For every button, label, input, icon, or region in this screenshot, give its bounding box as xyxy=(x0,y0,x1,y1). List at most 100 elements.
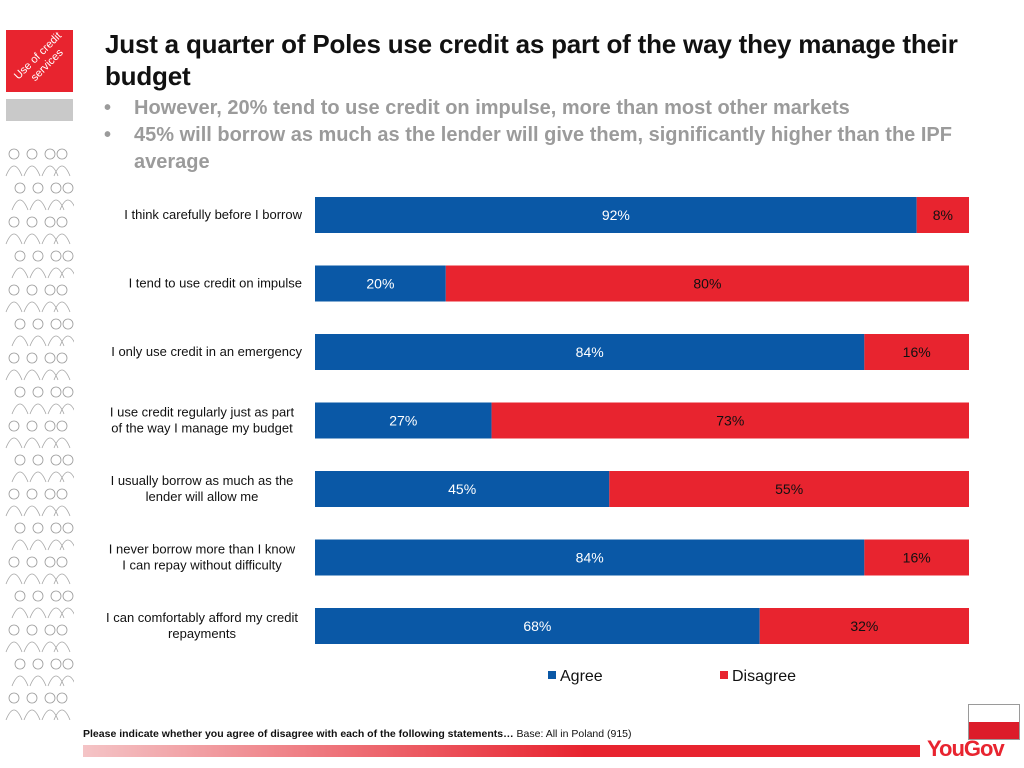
data-label-disagree: 73% xyxy=(716,413,744,429)
crowd-figure-body xyxy=(23,709,41,720)
crowd-figure-body xyxy=(47,607,65,619)
bar-segment-disagree xyxy=(916,197,969,233)
crowd-figure-body xyxy=(29,539,47,551)
crowd-figure-body xyxy=(59,267,74,279)
crowd-figure-body xyxy=(5,505,23,517)
bar-segment-agree xyxy=(315,197,917,233)
crowd-figure-body xyxy=(53,165,71,177)
crowd-figure-body xyxy=(23,233,41,245)
legend-swatch-disagree xyxy=(720,671,728,679)
crowd-figure-body xyxy=(41,165,59,177)
category-label-line: I never borrow more than I know xyxy=(109,542,296,557)
crowd-figure-body xyxy=(47,471,65,483)
data-label-agree: 27% xyxy=(389,413,417,429)
subtitle-bullets: • However, 20% tend to use credit on impu… xyxy=(104,95,1009,176)
legend-label-disagree: Disagree xyxy=(732,668,797,685)
crowd-figure-head xyxy=(56,352,68,364)
section-tab-divider xyxy=(6,99,73,121)
crowd-figure-head xyxy=(14,250,26,262)
category-label-line: I usually borrow as much as the xyxy=(111,473,294,488)
crowd-figure-body xyxy=(53,709,71,720)
crowd-figure-head xyxy=(56,692,68,704)
crowd-figure-head xyxy=(50,182,62,194)
crowd-figure-body xyxy=(59,607,74,619)
page-title: Just a quarter of Poles use credit as pa… xyxy=(105,29,958,91)
crowd-figure-body xyxy=(5,369,23,381)
chart-legend: Agree Disagree xyxy=(548,668,848,688)
crowd-figure-head xyxy=(32,386,44,398)
crowd-figure-body xyxy=(53,301,71,313)
crowd-figure-body xyxy=(41,641,59,653)
crowd-figure-head xyxy=(14,522,26,534)
legend-item-disagree: Disagree xyxy=(720,668,796,686)
crowd-figure-body xyxy=(47,403,65,415)
crowd-figure-head xyxy=(62,386,74,398)
crowd-figure-body xyxy=(5,641,23,653)
crowd-figure-head xyxy=(44,420,56,432)
crowd-figure-head xyxy=(26,216,38,228)
crowd-figure-body xyxy=(53,641,71,653)
bar-segment-agree xyxy=(315,265,446,302)
crowd-figure-body xyxy=(29,335,47,347)
footnote-base: Base: All in Poland (915) xyxy=(513,728,632,740)
crowd-figure-head xyxy=(44,488,56,500)
crowd-figure-body xyxy=(29,607,47,619)
crowd-figure-head xyxy=(8,284,20,296)
category-label: I only use credit in an emergency xyxy=(111,344,302,359)
crowd-figure-body xyxy=(11,267,29,279)
crowd-figure-body xyxy=(53,573,71,585)
data-label-disagree: 16% xyxy=(903,344,931,360)
bar-segment-agree xyxy=(315,402,492,439)
crowd-figure-head xyxy=(26,556,38,568)
crowd-figure-head xyxy=(32,590,44,602)
crowd-figure-head xyxy=(44,352,56,364)
crowd-figure-head xyxy=(62,250,74,262)
bar-segment-agree xyxy=(315,608,760,644)
crowd-figure-body xyxy=(47,335,65,347)
crowd-figure-body xyxy=(23,369,41,381)
crowd-figure-head xyxy=(50,454,62,466)
bar-segment-disagree xyxy=(864,539,969,576)
legend-label-agree: Agree xyxy=(560,668,603,685)
crowd-figure-head xyxy=(62,454,74,466)
crowd-figure-body xyxy=(53,505,71,517)
crowd-figure-body xyxy=(29,403,47,415)
crowd-figure-head xyxy=(32,658,44,670)
crowd-figure-head xyxy=(56,284,68,296)
crowd-figure-body xyxy=(23,165,41,177)
crowd-figure-head xyxy=(32,522,44,534)
legend-swatch-agree xyxy=(548,671,556,679)
crowd-figure-head xyxy=(62,658,74,670)
bar-segment-disagree xyxy=(445,265,969,302)
crowd-figure-head xyxy=(8,556,20,568)
subtitle-bullet: • 45% will borrow as much as the lender w… xyxy=(104,122,1009,176)
crowd-figure-head xyxy=(26,352,38,364)
data-label-disagree: 8% xyxy=(933,207,953,223)
crowd-figure-head xyxy=(44,284,56,296)
crowd-figure-body xyxy=(59,403,74,415)
crowd-figure-head xyxy=(8,352,20,364)
crowd-figure-body xyxy=(47,675,65,687)
crowd-figure-body xyxy=(29,471,47,483)
crowd-figure-body xyxy=(59,335,74,347)
stacked-bar-chart: 92% 8% I think carefully before I borrow 20… xyxy=(106,197,969,644)
crowd-figure-body xyxy=(11,471,29,483)
data-label-agree: 20% xyxy=(366,276,394,292)
crowd-figure-head xyxy=(44,216,56,228)
crowd-figure-head xyxy=(50,386,62,398)
bar-segment-disagree xyxy=(759,608,969,644)
bar-segment-agree xyxy=(315,539,865,576)
crowd-figure-head xyxy=(26,284,38,296)
crowd-figure-head xyxy=(44,692,56,704)
footer-rule xyxy=(83,745,920,757)
crowd-figure-body xyxy=(5,709,23,720)
crowd-figure-head xyxy=(44,148,56,160)
crowd-figure-head xyxy=(56,556,68,568)
crowd-figure-head xyxy=(8,488,20,500)
data-label-disagree: 16% xyxy=(903,550,931,566)
crowd-figure-body xyxy=(5,233,23,245)
crowd-figure-body xyxy=(59,471,74,483)
crowd-figure-head xyxy=(14,590,26,602)
data-label-agree: 92% xyxy=(602,207,630,223)
bullet-icon: • xyxy=(104,97,112,119)
